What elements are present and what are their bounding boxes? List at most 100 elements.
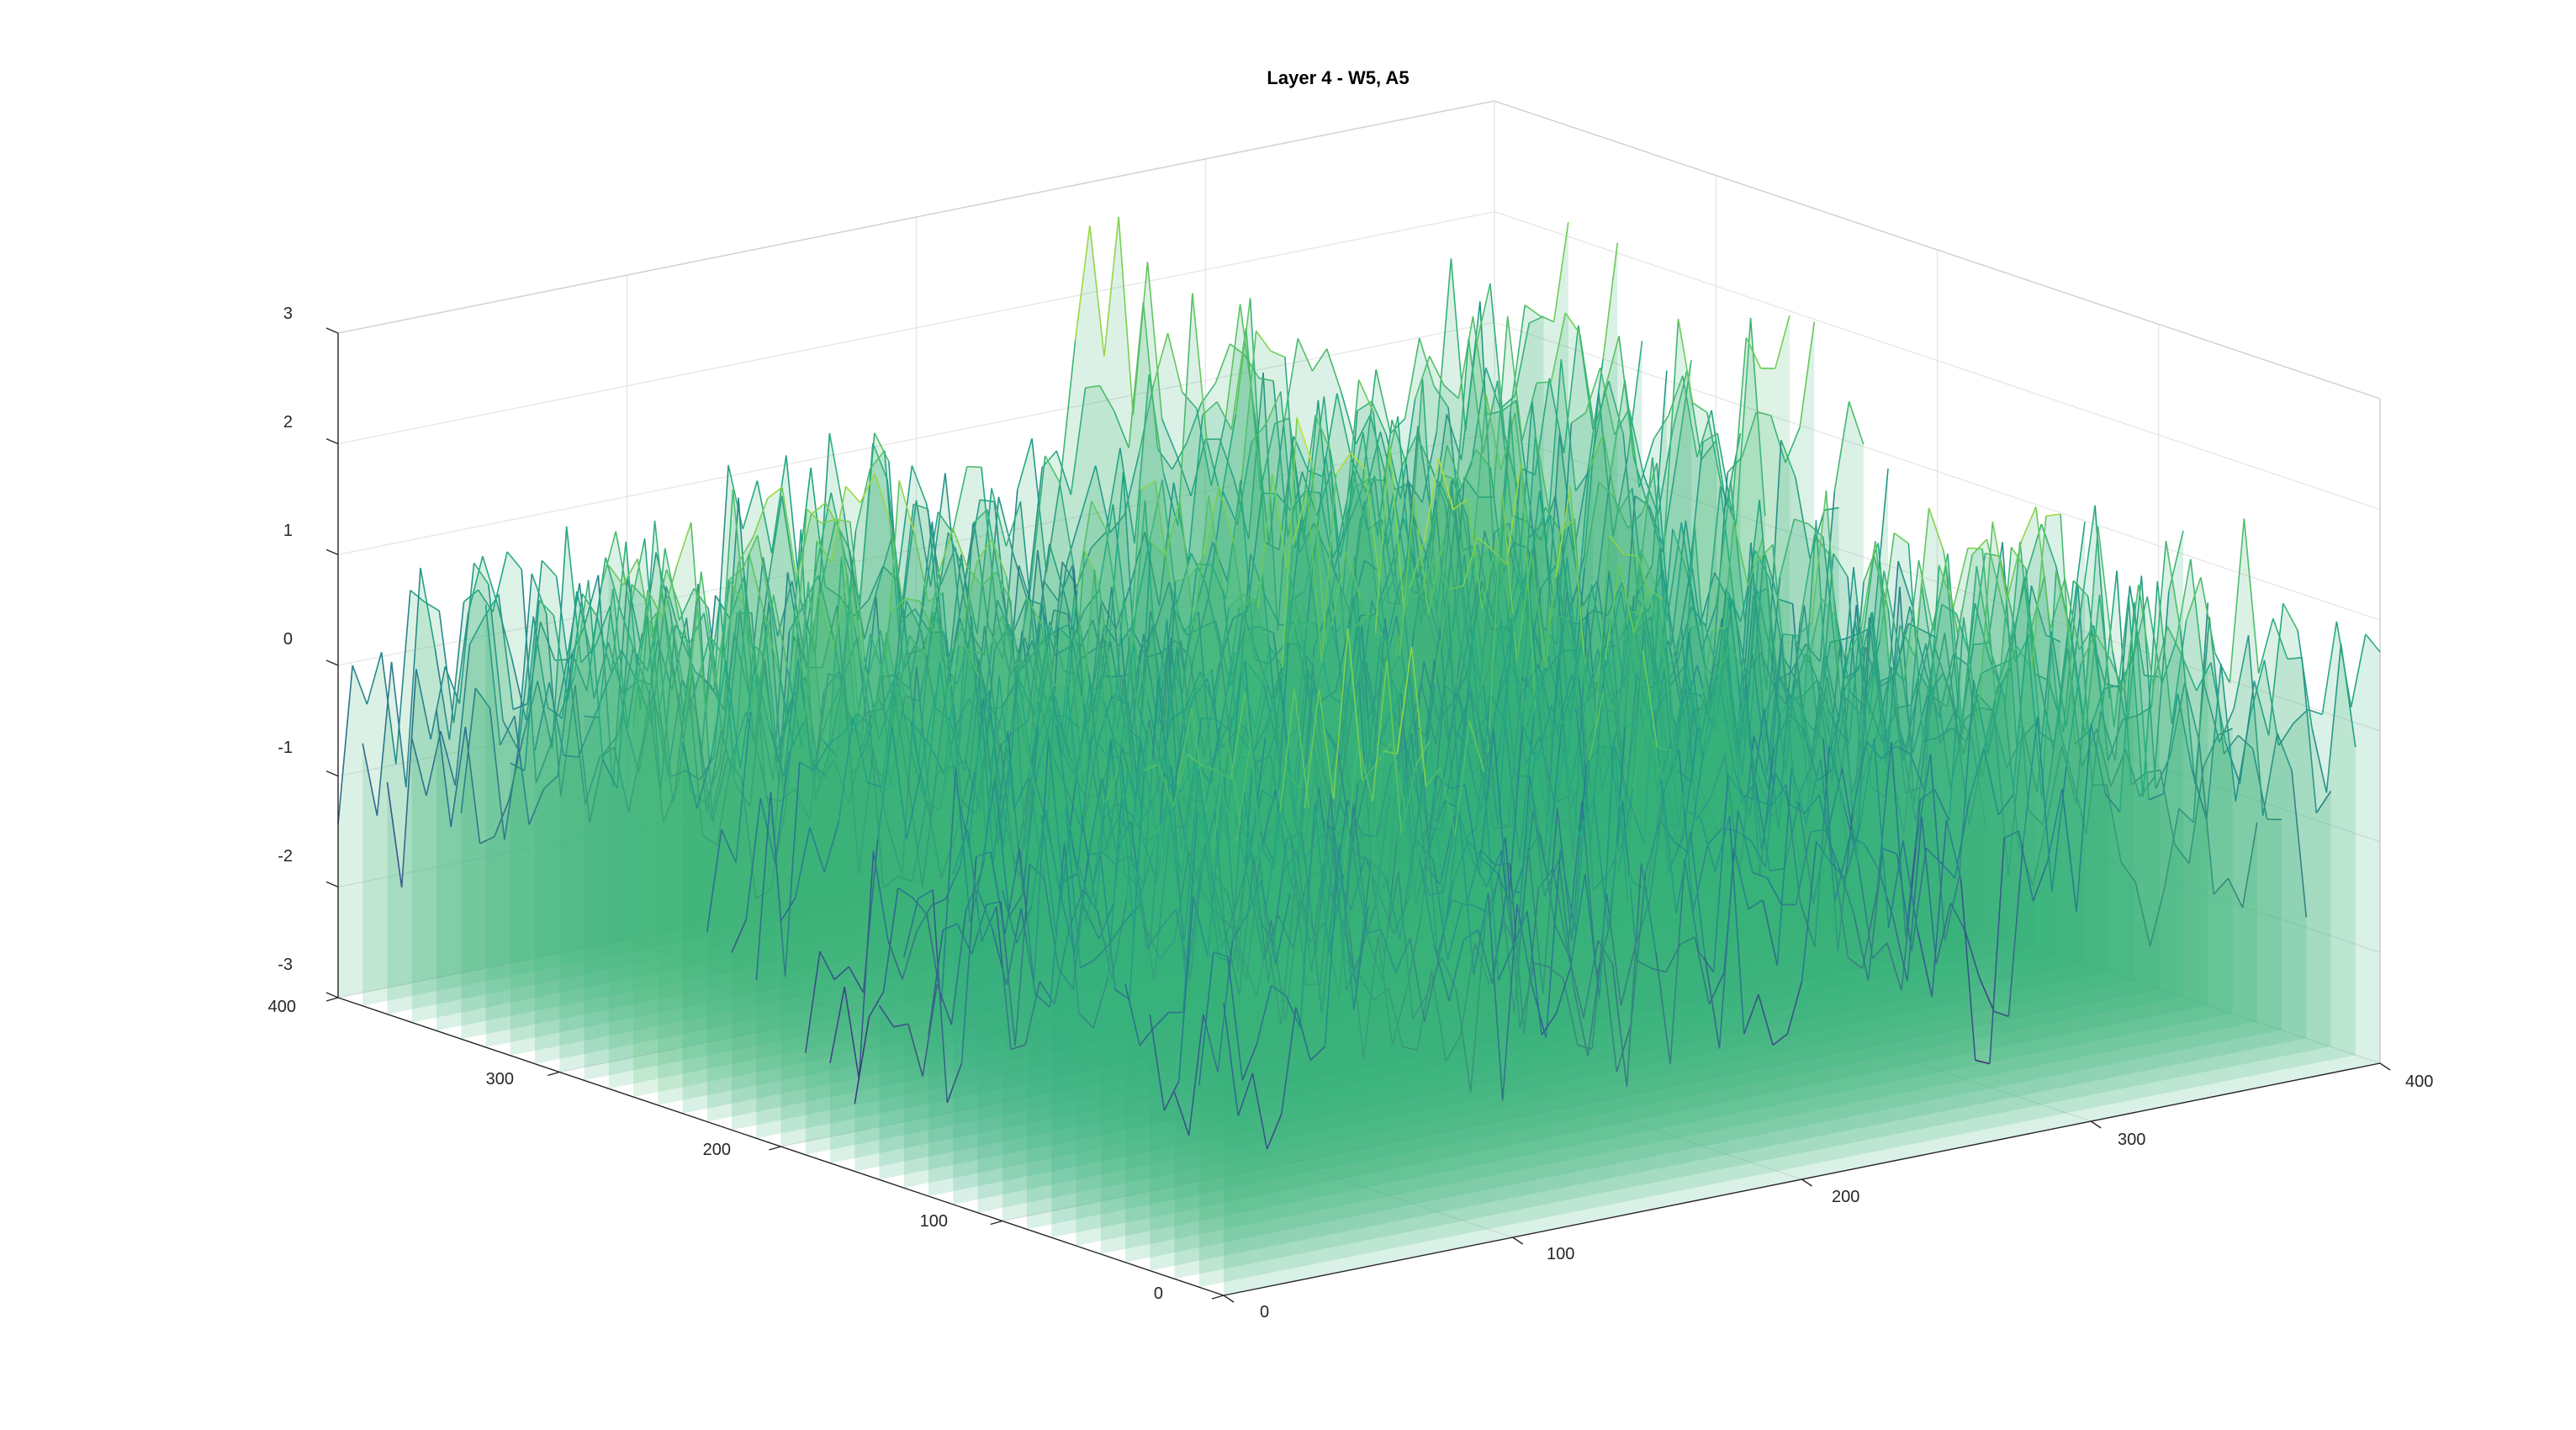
- surface-mesh-segment: [1835, 617, 1852, 693]
- surface-mesh-segment: [1405, 464, 1422, 626]
- surface-mesh-segment: [2350, 633, 2367, 707]
- surface-mesh-segment: [1194, 777, 1211, 871]
- surface-mesh-segment: [1443, 684, 1460, 698]
- surface-mesh-segment: [1547, 655, 1564, 722]
- surface-mesh-segment: [982, 697, 999, 844]
- surface-mesh-segment: [1801, 841, 1817, 982]
- surface-mesh-segment: [991, 488, 1008, 547]
- z-tick-label: -2: [278, 847, 293, 866]
- surface-mesh-segment: [1377, 706, 1394, 744]
- surface-mesh-segment: [1098, 903, 1114, 940]
- surface-mesh-segment: [1727, 774, 1743, 796]
- surface-mesh-segment: [1395, 616, 1412, 721]
- surface-mesh-segment: [2074, 730, 2090, 744]
- surface-mesh-segment: [1091, 734, 1108, 756]
- surface-mesh-segment: [482, 555, 498, 604]
- surface-mesh-segment: [1264, 542, 1280, 551]
- surface-mesh-segment: [1049, 621, 1066, 671]
- surface-mesh-segment: [1995, 659, 2011, 668]
- surface-mesh-segment: [858, 749, 875, 875]
- surface-mesh-segment: [923, 511, 939, 603]
- surface-mesh-segment: [1399, 839, 1415, 940]
- surface-mesh-segment: [1756, 799, 1772, 807]
- surface-mesh-segment: [869, 450, 886, 469]
- surface-mesh-segment: [653, 691, 669, 776]
- surface-mesh-segment: [473, 562, 489, 585]
- surface-mesh-segment: [1696, 410, 1712, 458]
- surface-mesh-segment: [1078, 1012, 1094, 1029]
- surface-mesh-segment: [1541, 577, 1557, 670]
- surface-mesh-segment: [758, 595, 775, 686]
- surface-mesh-segment: [1485, 395, 1502, 471]
- surface-mesh-segment: [1432, 859, 1449, 961]
- surface-mesh-segment: [1272, 474, 1288, 569]
- surface-mesh-segment: [1371, 600, 1388, 644]
- surface-mesh-segment: [1425, 766, 1441, 787]
- surface-mesh-segment: [1052, 683, 1067, 687]
- surface-mesh-segment: [1634, 899, 1651, 945]
- surface-mesh-segment: [1023, 550, 1039, 702]
- surface-mesh-segment: [2278, 723, 2294, 746]
- surface-mesh-segment: [755, 792, 772, 981]
- surface-mesh-segment: [1612, 457, 1629, 537]
- surface-mesh-segment: [2054, 618, 2071, 743]
- surface-mesh-segment: [1938, 564, 1954, 607]
- surface-mesh-segment: [1087, 675, 1103, 724]
- surface-mesh-segment: [903, 898, 919, 958]
- surface-mesh-segment: [2257, 617, 2274, 674]
- surface-mesh-segment: [1447, 903, 1463, 961]
- surface-mesh-segment: [1362, 658, 1379, 744]
- surface-mesh-segment: [1512, 911, 1528, 948]
- surface-mesh-segment: [2210, 662, 2226, 743]
- surface-mesh-segment: [1540, 564, 1557, 589]
- surface-mesh-segment: [1406, 914, 1422, 988]
- surface-mesh-segment: [1620, 945, 1637, 1006]
- surface-mesh-segment: [1221, 795, 1238, 843]
- surface-mesh-segment: [1666, 628, 1683, 675]
- surface-mesh-segment: [518, 616, 534, 745]
- surface-mesh-segment: [918, 601, 935, 633]
- surface-mesh-segment: [973, 650, 988, 654]
- surface-mesh-segment: [895, 674, 912, 749]
- surface-mesh-segment: [1525, 832, 1541, 859]
- surface-mesh-segment: [1524, 305, 1540, 316]
- surface-mesh-segment: [1523, 888, 1540, 1035]
- surface-mesh-segment: [400, 669, 417, 888]
- surface-mesh-segment: [1216, 401, 1233, 431]
- z-tick-label: 0: [283, 630, 293, 649]
- surface-mesh-segment: [1430, 466, 1447, 506]
- surface-mesh-segment: [1563, 616, 1580, 678]
- surface-mesh-segment: [1455, 989, 1472, 1093]
- surface-mesh-segment: [1145, 926, 1162, 950]
- surface-mesh-segment: [1919, 788, 1935, 801]
- surface-mesh-segment: [386, 781, 403, 888]
- surface-mesh-segment: [860, 473, 875, 503]
- surface-mesh-segment: [1426, 826, 1442, 832]
- surface-mesh-segment: [685, 571, 702, 705]
- surface-mesh-segment: [2261, 733, 2278, 816]
- surface-mesh-segment: [1499, 873, 1515, 1013]
- surface-mesh-segment: [1943, 549, 1959, 635]
- surface-mesh-segment: [1510, 857, 1526, 904]
- surface-mesh-segment: [1562, 669, 1579, 722]
- y-tick-mark: [769, 1146, 781, 1151]
- surface-mesh-segment: [1069, 550, 1086, 761]
- surface-mesh-segment: [1425, 628, 1441, 737]
- surface-mesh-segment: [989, 705, 1006, 734]
- surface-mesh-segment: [535, 744, 552, 783]
- surface-mesh-segment: [911, 799, 928, 882]
- surface-mesh-segment: [924, 662, 941, 798]
- surface-mesh-segment: [1352, 905, 1369, 1010]
- surface-mesh-segment: [1407, 669, 1424, 810]
- surface-mesh-segment: [791, 580, 807, 669]
- surface-mesh-segment: [1716, 599, 1733, 712]
- surface-mesh-segment: [1389, 517, 1404, 575]
- surface-mesh-segment: [1465, 850, 1482, 906]
- surface-mesh-segment: [596, 616, 612, 673]
- surface-mesh-segment: [1672, 663, 1689, 749]
- surface-mesh-segment: [648, 693, 664, 823]
- surface-mesh-segment: [1550, 312, 1567, 383]
- surface-mesh-segment: [994, 779, 1010, 917]
- surface-mesh-segment: [1191, 707, 1207, 814]
- surface-mesh-segment: [1676, 769, 1693, 783]
